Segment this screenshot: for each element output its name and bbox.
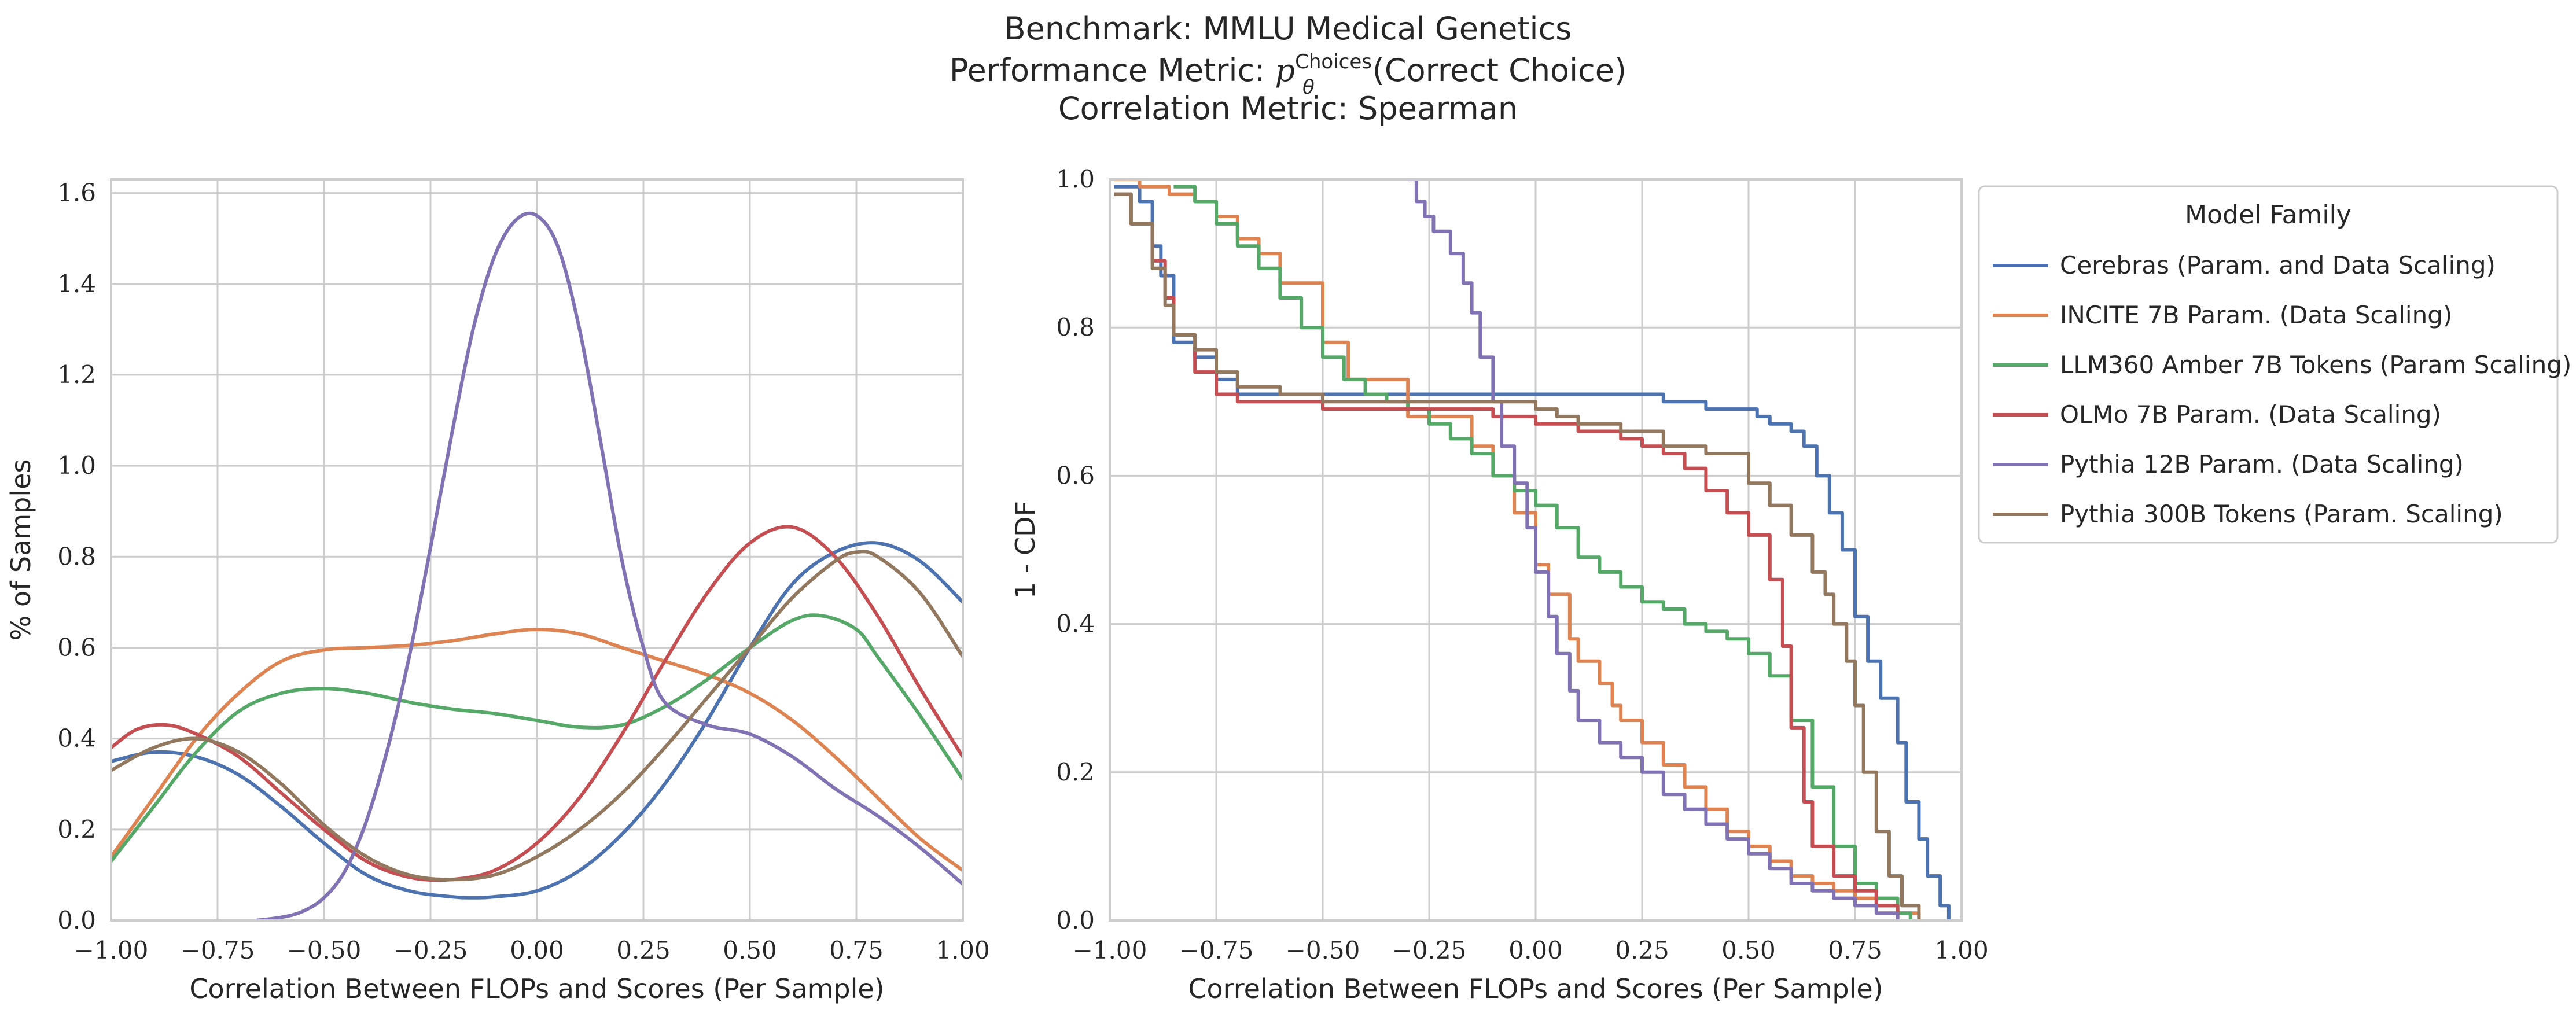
kde-ytick-label: 0.4 bbox=[57, 724, 96, 753]
cdf-ytick-label: 0.0 bbox=[1056, 906, 1095, 934]
title-line-benchmark: Benchmark: MMLU Medical Genetics bbox=[1004, 10, 1572, 47]
cdf-series-pythia-300b-tokens-param-scaling bbox=[1114, 192, 1921, 920]
legend: Model Family Cerebras (Param. and Data Sc… bbox=[1978, 185, 2571, 544]
kde-xaxis-label: Correlation Between FLOPs and Scores (Pe… bbox=[189, 973, 884, 1004]
cdf-xtick-label: −0.25 bbox=[1392, 936, 1467, 964]
kde-series-incite-7b-param-data-scaling bbox=[111, 628, 963, 872]
kde-xtick-label: −1.00 bbox=[74, 936, 149, 964]
cdf-xtick-label: 0.00 bbox=[1508, 936, 1563, 964]
kde-series-olmo-7b-param-data-scaling bbox=[111, 525, 963, 882]
cdf-series-cerebras-param-and-data-scaling bbox=[1114, 185, 1951, 920]
legend-label-pythia-12b-param-data-scaling: Pythia 12B Param. (Data Scaling) bbox=[2060, 450, 2464, 478]
cdf-series-pythia-12b-param-data-scaling bbox=[1408, 179, 1900, 920]
legend-box bbox=[1978, 185, 2559, 544]
cdf-xtick-label: −1.00 bbox=[1073, 936, 1147, 964]
legend-label-olmo-7b-param-data-scaling: OLMo 7B Param. (Data Scaling) bbox=[2060, 400, 2441, 429]
kde-xtick-label: 0.50 bbox=[723, 936, 777, 964]
kde-ytick-label: 0.2 bbox=[57, 815, 96, 843]
kde-xtick-label: 0.00 bbox=[510, 936, 564, 964]
cdf-series-llm360-amber-7b-tokens-param-scaling bbox=[1173, 185, 1912, 920]
kde-series-cerebras-param-and-data-scaling bbox=[111, 541, 963, 900]
kde-yaxis-label: % of Samples bbox=[5, 459, 36, 641]
cdf-ytick-label: 0.6 bbox=[1056, 461, 1095, 489]
legend-title: Model Family bbox=[2185, 200, 2351, 230]
title-performance-prefix: Performance Metric: bbox=[950, 52, 1275, 89]
cdf-xaxis-label: Correlation Between FLOPs and Scores (Pe… bbox=[1188, 973, 1883, 1004]
cdf-axes-frame bbox=[1109, 178, 1963, 922]
cdf-ytick-label: 0.2 bbox=[1056, 758, 1095, 786]
kde-xtick-label: 0.25 bbox=[616, 936, 671, 964]
kde-ytick-label: 1.6 bbox=[57, 179, 96, 207]
cdf-xtick-label: 1.00 bbox=[1934, 936, 1989, 964]
kde-xtick-label: 0.75 bbox=[829, 936, 884, 964]
kde-series-llm360-amber-7b-tokens-param-scaling bbox=[111, 613, 963, 863]
kde-series-group bbox=[111, 211, 963, 920]
cdf-panel: −1.00 −0.75 −0.50 −0.25 0.00 0.25 0.50 0.75 1.00… bbox=[1010, 165, 1989, 1004]
title-line-performance: Performance Metric: pChoices θ (Correct Ch… bbox=[950, 50, 1626, 99]
cdf-xtick-label: 0.75 bbox=[1828, 936, 1882, 964]
cdf-yaxis-label: 1 - CDF bbox=[1010, 501, 1041, 599]
kde-xtick-label: −0.50 bbox=[287, 936, 362, 964]
legend-label-cerebras-param-and-data-scaling: Cerebras (Param. and Data Scaling) bbox=[2060, 251, 2496, 279]
cdf-xtick-label: −0.50 bbox=[1286, 936, 1360, 964]
cdf-ytick-label: 0.8 bbox=[1056, 313, 1095, 341]
legend-label-llm360-amber-7b-tokens-param-scaling: LLM360 Amber 7B Tokens (Param Scaling) bbox=[2060, 351, 2571, 379]
kde-axes-frame bbox=[110, 178, 964, 922]
kde-ytick-label: 1.2 bbox=[57, 360, 96, 389]
kde-xtick-label: 1.00 bbox=[936, 936, 990, 964]
kde-ytick-label: 0.0 bbox=[57, 906, 96, 934]
cdf-series-group bbox=[1114, 179, 1951, 920]
metric-argument: (Correct Choice) bbox=[1372, 52, 1626, 89]
cdf-xtick-label: −0.75 bbox=[1179, 936, 1254, 964]
metric-symbol: p bbox=[1275, 52, 1296, 89]
cdf-xtick-label: 0.25 bbox=[1615, 936, 1669, 964]
metric-subscript: θ bbox=[1302, 76, 1315, 99]
figure-title: Benchmark: MMLU Medical Genetics Perform… bbox=[950, 10, 1626, 127]
cdf-ytick-label: 1.0 bbox=[1056, 165, 1095, 193]
cdf-ytick-label: 0.4 bbox=[1056, 610, 1095, 638]
kde-ytick-label: 1.0 bbox=[57, 451, 96, 480]
kde-ytick-label: 1.4 bbox=[57, 270, 96, 298]
cdf-xtick-label: 0.50 bbox=[1721, 936, 1776, 964]
legend-label-incite-7b-param-data-scaling: INCITE 7B Param. (Data Scaling) bbox=[2060, 301, 2452, 329]
kde-xtick-label: −0.25 bbox=[393, 936, 468, 964]
kde-xtick-label: −0.75 bbox=[181, 936, 255, 964]
kde-series-pythia-300b-tokens-param-scaling bbox=[111, 550, 963, 882]
cdf-series-incite-7b-param-data-scaling bbox=[1114, 179, 1921, 920]
kde-ytick-label: 0.6 bbox=[57, 633, 96, 661]
kde-series-pythia-12b-param-data-scaling bbox=[255, 211, 963, 920]
kde-ytick-label: 0.8 bbox=[57, 542, 96, 570]
kde-panel: −1.00 −0.75 −0.50 −0.25 0.00 0.25 0.50 0.75 1.00… bbox=[5, 178, 990, 1004]
metric-superscript: Choices bbox=[1295, 50, 1372, 73]
title-line-correlation: Correlation Metric: Spearman bbox=[1058, 90, 1518, 127]
legend-label-pythia-300b-tokens-param-scaling: Pythia 300B Tokens (Param. Scaling) bbox=[2060, 500, 2503, 528]
